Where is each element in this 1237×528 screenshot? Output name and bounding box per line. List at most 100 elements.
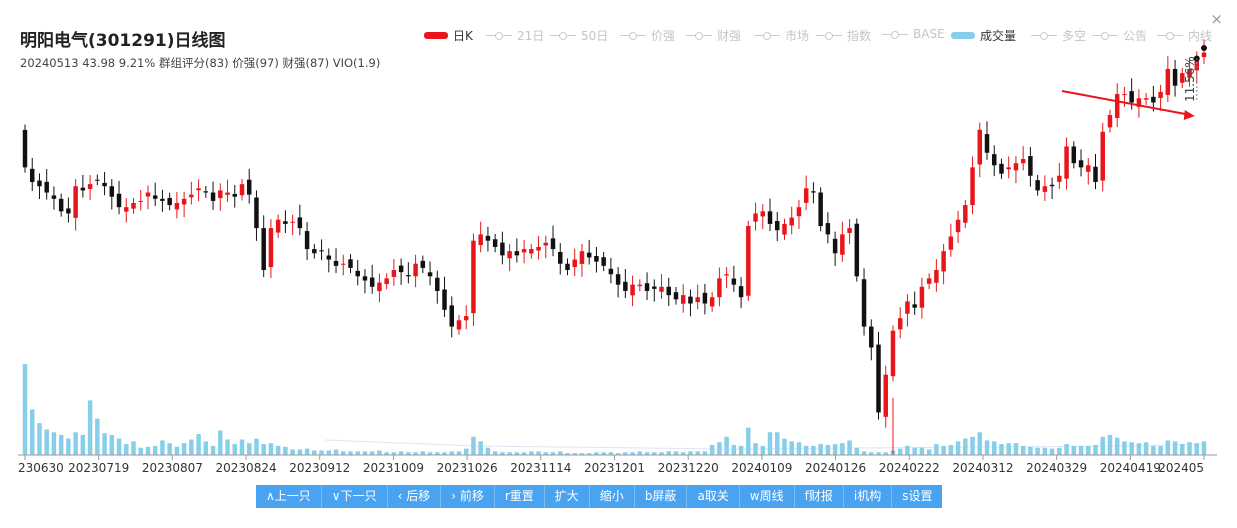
toolbar-button-5[interactable]: 扩大 [544, 485, 590, 508]
legend-line-icon [1031, 31, 1057, 40]
volume-bar [637, 451, 643, 455]
x-tick-label: 20240329 [1026, 461, 1087, 475]
toolbar-button-7[interactable]: b屏蔽 [634, 485, 688, 508]
toolbar-button-1[interactable]: ∨下一只 [321, 485, 388, 508]
volume-bar [420, 451, 426, 455]
volume-bar [492, 451, 498, 455]
volume-bar [601, 452, 606, 455]
toolbar-button-3[interactable]: › 前移 [441, 485, 495, 508]
volume-bar [181, 443, 187, 455]
candle-body [514, 251, 520, 256]
volume-bar [536, 451, 541, 455]
toolbar-button-2[interactable]: ‹ 后移 [387, 485, 442, 508]
volume-bar [1086, 445, 1091, 455]
toolbar-button-11[interactable]: i机构 [843, 485, 893, 508]
volume-bar [239, 439, 245, 455]
legend-label: 市场 [785, 29, 810, 43]
volume-bar [883, 452, 888, 455]
legend-line-icon [550, 31, 576, 40]
candle-body [586, 252, 592, 258]
legend-item-1[interactable]: 21日 [486, 27, 544, 44]
candle-body [999, 163, 1004, 174]
volume-bar [746, 427, 751, 455]
legend-item-7[interactable]: BASE [882, 27, 945, 41]
candle-body [145, 192, 151, 197]
candle-body [196, 188, 201, 191]
candle-body [709, 297, 715, 307]
legend-item-10[interactable]: 公告 [1092, 27, 1147, 44]
candle-body [275, 219, 281, 233]
volume-bar [138, 447, 143, 455]
volume-bar [760, 445, 766, 455]
legend-item-5[interactable]: 市场 [754, 27, 809, 44]
volume-bar [275, 445, 281, 455]
candle-body [37, 180, 42, 187]
legend-item-4[interactable]: 财强 [686, 27, 741, 44]
close-icon[interactable]: × [1210, 10, 1223, 28]
toolbar-button-8[interactable]: a取关 [687, 485, 740, 508]
legend-item-9[interactable]: 多空 [1031, 27, 1086, 44]
toolbar-button-12[interactable]: s设置 [892, 485, 943, 508]
candle-body [717, 278, 722, 298]
volume-bar [145, 446, 151, 455]
candle-body [615, 274, 621, 285]
legend-item-0[interactable]: 日K [424, 27, 473, 44]
volume-bar [767, 432, 773, 455]
volume-bar [615, 453, 621, 455]
volume-bar [1129, 442, 1134, 455]
volume-bar [225, 439, 230, 455]
legend-item-2[interactable]: 50日 [550, 27, 608, 44]
volume-bar [167, 443, 172, 455]
candle-body [1064, 146, 1069, 179]
legend-line-icon [620, 31, 646, 40]
candle-body [782, 223, 787, 235]
legend-item-6[interactable]: 指数 [816, 27, 871, 44]
toolbar-button-10[interactable]: f财报 [794, 485, 844, 508]
volume-bar [1158, 445, 1163, 455]
volume-bar [861, 451, 867, 455]
legend-line-icon [882, 30, 908, 39]
candle-body [652, 286, 657, 289]
toolbar-button-4[interactable]: r重置 [494, 485, 545, 508]
volume-bar [362, 451, 368, 455]
volume-bar [1020, 445, 1026, 455]
candle-body [869, 326, 874, 348]
volume-bar [514, 452, 520, 455]
legend-label: 公告 [1123, 29, 1148, 43]
volume-bar [435, 452, 440, 455]
candle-body [210, 192, 216, 201]
toolbar-button-6[interactable]: 缩小 [589, 485, 635, 508]
legend-item-3[interactable]: 价强 [620, 27, 675, 44]
candle-body [1158, 91, 1163, 99]
candle-body [160, 198, 165, 201]
candle-body [883, 374, 888, 417]
toolbar-button-9[interactable]: w周线 [739, 485, 795, 508]
candle-body [876, 344, 881, 413]
volume-bar [1136, 443, 1142, 455]
candle-body [1143, 98, 1149, 100]
legend-item-8[interactable]: 成交量 [951, 27, 1016, 44]
toolbar-button-0[interactable]: ∧上一只 [256, 485, 322, 508]
candle-body [688, 296, 693, 304]
volume-bar [984, 440, 990, 455]
candle-body [550, 238, 556, 250]
volume-bar [796, 442, 802, 455]
candle-body [1187, 68, 1192, 78]
volume-bar [782, 438, 787, 455]
legend-item-11[interactable]: 内线 [1157, 27, 1212, 44]
volume-bar [1194, 443, 1200, 455]
candle-body [1057, 175, 1062, 182]
volume-bar [897, 448, 903, 455]
candle-body [594, 255, 599, 262]
volume-bar [717, 442, 722, 455]
volume-bar [326, 450, 332, 455]
volume-bar [724, 436, 729, 455]
candle-body [1180, 73, 1185, 83]
x-tick-label: 20240312 [952, 461, 1013, 475]
volume-bar [1151, 445, 1156, 455]
volume-bar [218, 430, 223, 455]
candle-body [239, 184, 245, 196]
volume-bar [1093, 444, 1098, 455]
legend-line-icon [1092, 31, 1118, 40]
